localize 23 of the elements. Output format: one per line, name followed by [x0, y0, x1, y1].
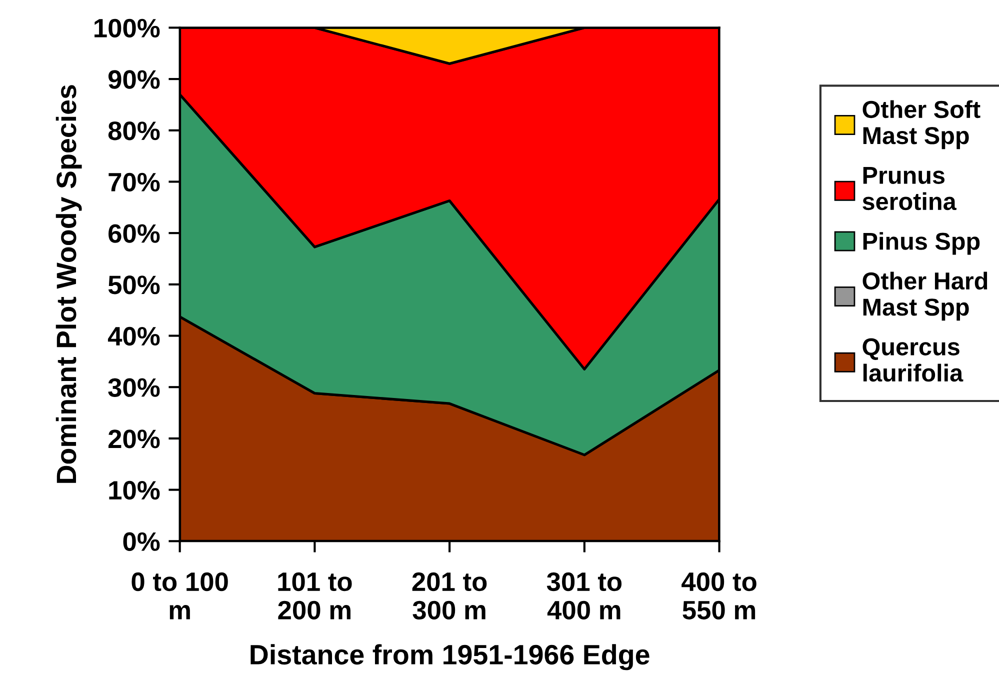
- y-tick-label: 100%: [94, 18, 160, 38]
- y-axis-title: Dominant Plot Woody Species: [56, 85, 82, 483]
- y-tick-label: 90%: [108, 70, 160, 89]
- x-axis-title: Distance from 1951-1966 Edge: [250, 644, 650, 670]
- legend-label: Pinus Spp: [863, 232, 980, 255]
- y-tick-label: 50%: [108, 276, 160, 294]
- y-tick-label: 40%: [108, 326, 160, 346]
- legend-label: Quercus laurifolia: [862, 338, 964, 382]
- y-tick-label: 70%: [108, 172, 160, 192]
- legend-label: Prunus serotina: [862, 166, 956, 210]
- x-tick-label: 201 to 300 m: [412, 572, 487, 620]
- x-tick-label: 400 to 550 m: [682, 572, 756, 620]
- y-tick-label: 0%: [123, 532, 160, 551]
- y-tick-label: 60%: [108, 224, 160, 243]
- x-tick-label: 101 to 200 m: [278, 572, 352, 620]
- y-tick-label: 30%: [108, 378, 160, 397]
- x-tick-label: 301 to 400 m: [546, 572, 622, 620]
- legend-label: Other Hard Mast Spp: [862, 272, 988, 321]
- y-tick-label: 10%: [109, 480, 160, 500]
- y-tick-label: 20%: [108, 430, 160, 448]
- x-tick-label: 0 to 100 m: [132, 572, 228, 620]
- y-tick-label: 80%: [108, 122, 160, 140]
- legend-label: Other Soft Mast Spp: [862, 100, 980, 150]
